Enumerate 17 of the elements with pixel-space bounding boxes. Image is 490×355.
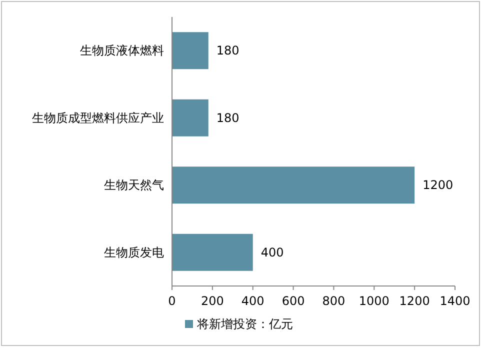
x-tick-label: 1200 (399, 294, 430, 308)
legend-label: 将新增投资：亿元 (196, 317, 293, 331)
data-label: 180 (216, 110, 240, 125)
x-tick-label: 0 (168, 294, 176, 308)
y-tick-label: 生物天然气 (104, 178, 164, 192)
data-label: 180 (216, 44, 240, 58)
x-tick-label: 1400 (440, 294, 470, 308)
x-tick-label: 400 (241, 294, 264, 308)
x-tick-label: 200 (200, 294, 224, 308)
x-tick-label: 800 (322, 294, 346, 308)
y-tick-label: 生物质液体燃料 (80, 44, 164, 58)
x-tick-label: 1000 (358, 294, 390, 308)
y-tick-label: 生物质成型燃料供应产业 (32, 110, 164, 125)
data-label: 1200 (422, 178, 454, 192)
x-tick-label: 600 (282, 294, 305, 308)
y-tick-label: 生物质发电 (104, 245, 164, 260)
data-label: 400 (260, 245, 284, 260)
